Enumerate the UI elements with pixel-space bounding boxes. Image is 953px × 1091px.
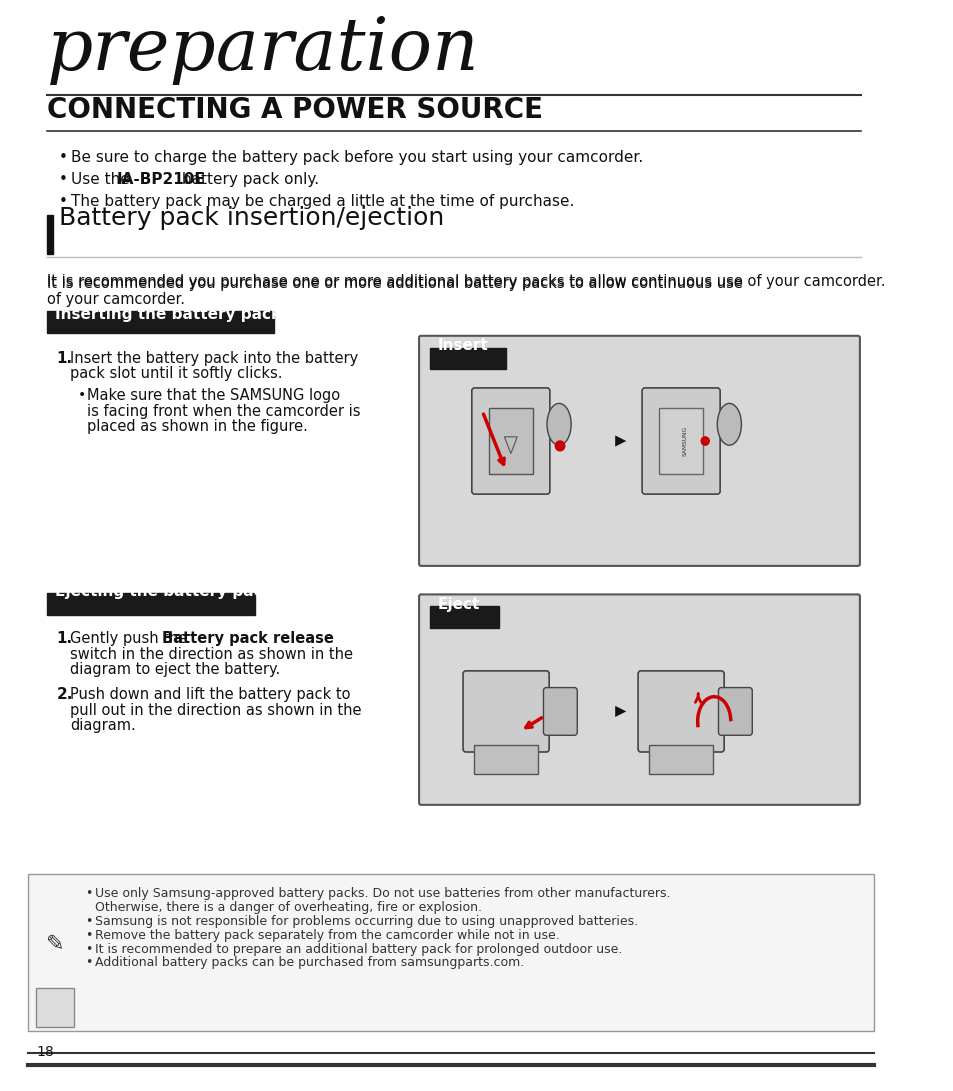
Text: 2.: 2.	[56, 687, 73, 702]
Text: switch in the direction as shown in the: switch in the direction as shown in the	[70, 647, 353, 661]
Text: SAMSUNG: SAMSUNG	[682, 425, 687, 456]
Text: 18: 18	[36, 1044, 53, 1058]
Bar	[658, 408, 702, 475]
Circle shape	[700, 436, 708, 445]
Text: •: •	[58, 193, 68, 208]
Text: diagram.: diagram.	[70, 718, 135, 733]
Text: of your camcorder.: of your camcorder.	[48, 291, 185, 307]
Text: Push down and lift the battery pack to: Push down and lift the battery pack to	[70, 687, 350, 702]
Text: preparation: preparation	[48, 14, 479, 85]
Text: pull out in the direction as shown in the: pull out in the direction as shown in th…	[70, 703, 361, 718]
Text: Additional battery packs can be purchased from samsungparts.com.: Additional battery packs can be purchase…	[94, 957, 523, 969]
Bar	[48, 311, 274, 333]
Text: IA-BP210E: IA-BP210E	[117, 172, 206, 187]
FancyBboxPatch shape	[462, 671, 549, 752]
FancyBboxPatch shape	[418, 595, 859, 805]
Text: Make sure that the SAMSUNG logo: Make sure that the SAMSUNG logo	[87, 388, 340, 403]
Text: Insert the battery pack into the battery: Insert the battery pack into the battery	[70, 350, 358, 365]
Bar	[29, 874, 873, 1031]
Text: is facing front when the camcorder is: is facing front when the camcorder is	[87, 404, 360, 419]
Text: diagram to eject the battery.: diagram to eject the battery.	[70, 662, 280, 678]
Text: placed as shown in the figure.: placed as shown in the figure.	[87, 419, 308, 434]
Text: Remove the battery pack separately from the camcorder while not in use.: Remove the battery pack separately from …	[94, 928, 558, 942]
FancyBboxPatch shape	[638, 671, 723, 752]
Text: •: •	[85, 915, 92, 928]
FancyBboxPatch shape	[418, 336, 859, 566]
Text: •: •	[85, 957, 92, 969]
FancyBboxPatch shape	[641, 388, 720, 494]
Bar	[48, 594, 255, 615]
Bar	[36, 987, 73, 1027]
Bar	[648, 745, 713, 775]
Text: Samsung is not responsible for problems occurring due to using unapproved batter: Samsung is not responsible for problems …	[94, 915, 637, 928]
Text: It is recommended you purchase one or more additional battery packs to allow con: It is recommended you purchase one or mo…	[48, 276, 742, 291]
Bar	[474, 745, 537, 775]
Text: •: •	[58, 172, 68, 187]
Ellipse shape	[546, 404, 571, 445]
Text: Use the: Use the	[71, 172, 134, 187]
Text: Insert: Insert	[437, 338, 488, 353]
Text: •: •	[58, 151, 68, 166]
Text: •: •	[85, 928, 92, 942]
Bar	[430, 348, 506, 369]
Text: Eject: Eject	[437, 597, 480, 612]
Bar	[430, 607, 498, 627]
Circle shape	[555, 441, 564, 451]
Text: It is recommended you purchase one or more additional battery packs to allow con: It is recommended you purchase one or mo…	[48, 274, 885, 289]
Text: Use only Samsung-approved battery packs. Do not use batteries from other manufac: Use only Samsung-approved battery packs.…	[94, 887, 669, 900]
Text: Battery pack release: Battery pack release	[162, 631, 334, 646]
Text: ✎: ✎	[46, 935, 64, 955]
Text: •: •	[85, 887, 92, 900]
Bar	[48, 215, 53, 254]
Text: •: •	[85, 943, 92, 956]
FancyBboxPatch shape	[718, 687, 752, 735]
Text: The battery pack may be charged a little at the time of purchase.: The battery pack may be charged a little…	[71, 193, 574, 208]
Text: •: •	[77, 388, 86, 401]
FancyBboxPatch shape	[472, 388, 549, 494]
Text: 1.: 1.	[56, 350, 72, 365]
Text: battery pack only.: battery pack only.	[176, 172, 318, 187]
Text: Be sure to charge the battery pack before you start using your camcorder.: Be sure to charge the battery pack befor…	[71, 151, 642, 166]
Text: pack slot until it softly clicks.: pack slot until it softly clicks.	[70, 367, 282, 381]
Text: 1.: 1.	[56, 631, 72, 646]
Text: CONNECTING A POWER SOURCE: CONNECTING A POWER SOURCE	[48, 96, 542, 124]
Text: Otherwise, there is a danger of overheating, fire or explosion.: Otherwise, there is a danger of overheat…	[94, 901, 481, 914]
Bar	[488, 408, 533, 475]
FancyBboxPatch shape	[543, 687, 577, 735]
Text: Ejecting the battery pack: Ejecting the battery pack	[55, 585, 273, 599]
Text: It is recommended to prepare an additional battery pack for prolonged outdoor us: It is recommended to prepare an addition…	[94, 943, 621, 956]
Text: Gently push the: Gently push the	[70, 631, 192, 646]
Ellipse shape	[717, 404, 740, 445]
Text: Battery pack insertion/ejection: Battery pack insertion/ejection	[58, 205, 443, 229]
Text: Inserting the battery pack: Inserting the battery pack	[55, 307, 281, 322]
